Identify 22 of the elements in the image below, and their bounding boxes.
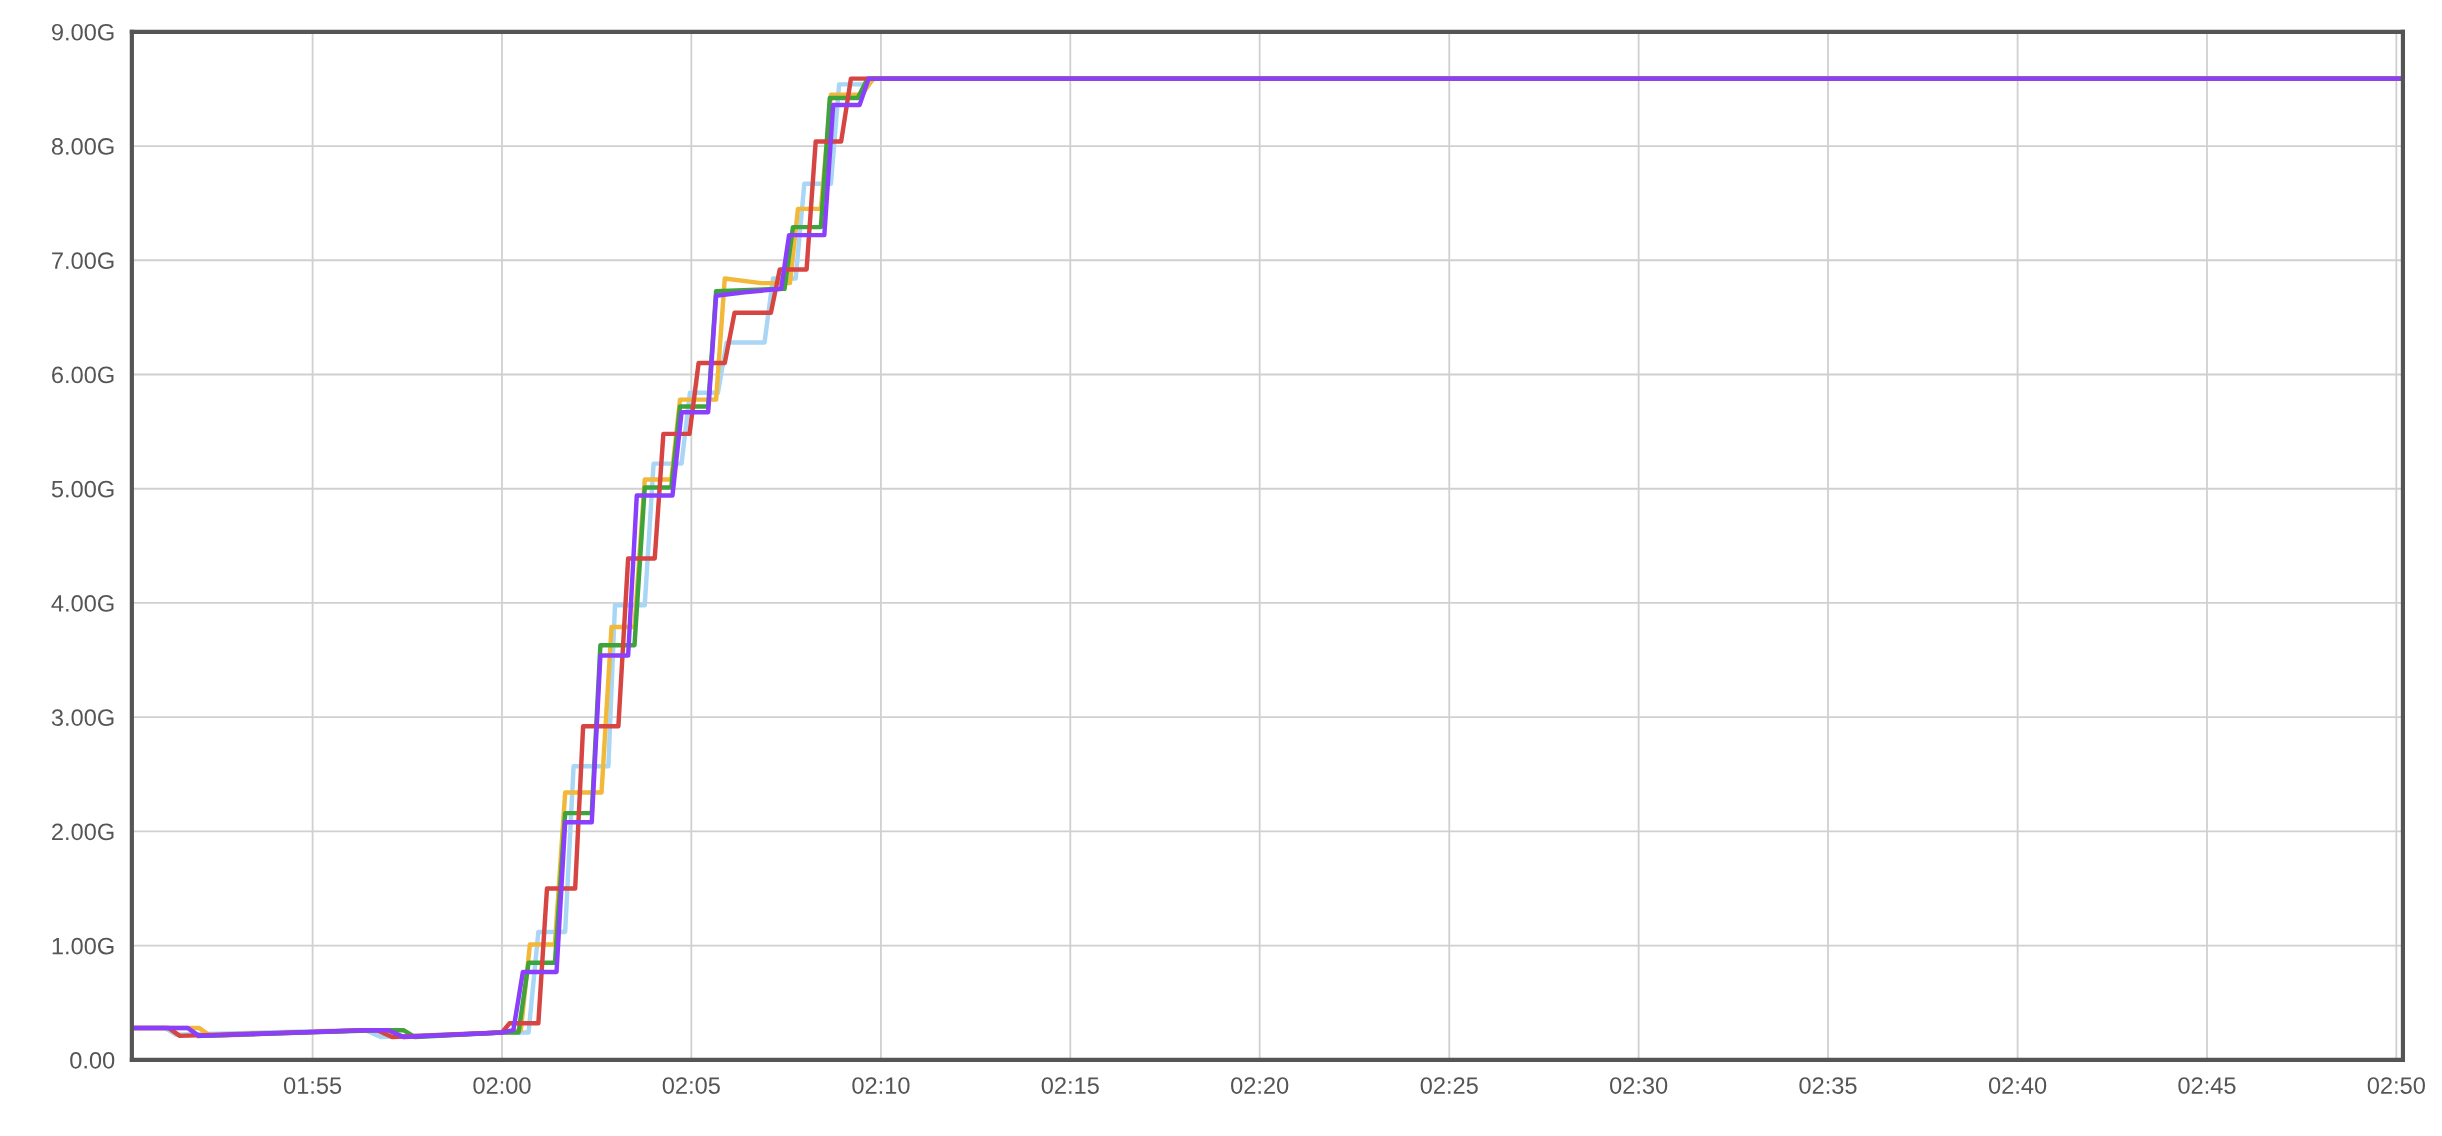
y-tick-label: 1.00G bbox=[52, 937, 114, 955]
x-tick-label: 02:30 bbox=[1610, 1077, 1668, 1094]
x-tick-label: 02:10 bbox=[852, 1077, 910, 1094]
x-tick-label: 01:55 bbox=[283, 1077, 342, 1094]
y-tick-label: 0.00 bbox=[70, 1051, 115, 1069]
x-tick-label: 02:25 bbox=[1420, 1077, 1478, 1094]
y-tick-label: 8.00G bbox=[51, 138, 114, 155]
x-tick-label: 02:00 bbox=[473, 1077, 531, 1094]
x-tick-label: 02:15 bbox=[1041, 1077, 1099, 1094]
x-tick-label: 02:05 bbox=[662, 1077, 720, 1094]
y-tick-label: 4.00G bbox=[51, 595, 114, 612]
y-tick-label: 2.00G bbox=[52, 823, 114, 841]
y-tick-label: 3.00G bbox=[51, 709, 114, 726]
y-tick-label: 9.00G bbox=[51, 23, 114, 41]
y-tick-label: 7.00G bbox=[52, 252, 114, 270]
y-tick-label: 5.00G bbox=[51, 480, 114, 498]
x-tick-label: 02:20 bbox=[1231, 1077, 1289, 1094]
y-tick-label: 6.00G bbox=[52, 366, 114, 384]
x-tick-label: 02:45 bbox=[2178, 1077, 2236, 1094]
x-tick-label: 02:50 bbox=[2367, 1077, 2425, 1094]
x-tick-label: 02:35 bbox=[1799, 1077, 1857, 1094]
x-tick-label: 02:40 bbox=[1988, 1077, 2047, 1094]
